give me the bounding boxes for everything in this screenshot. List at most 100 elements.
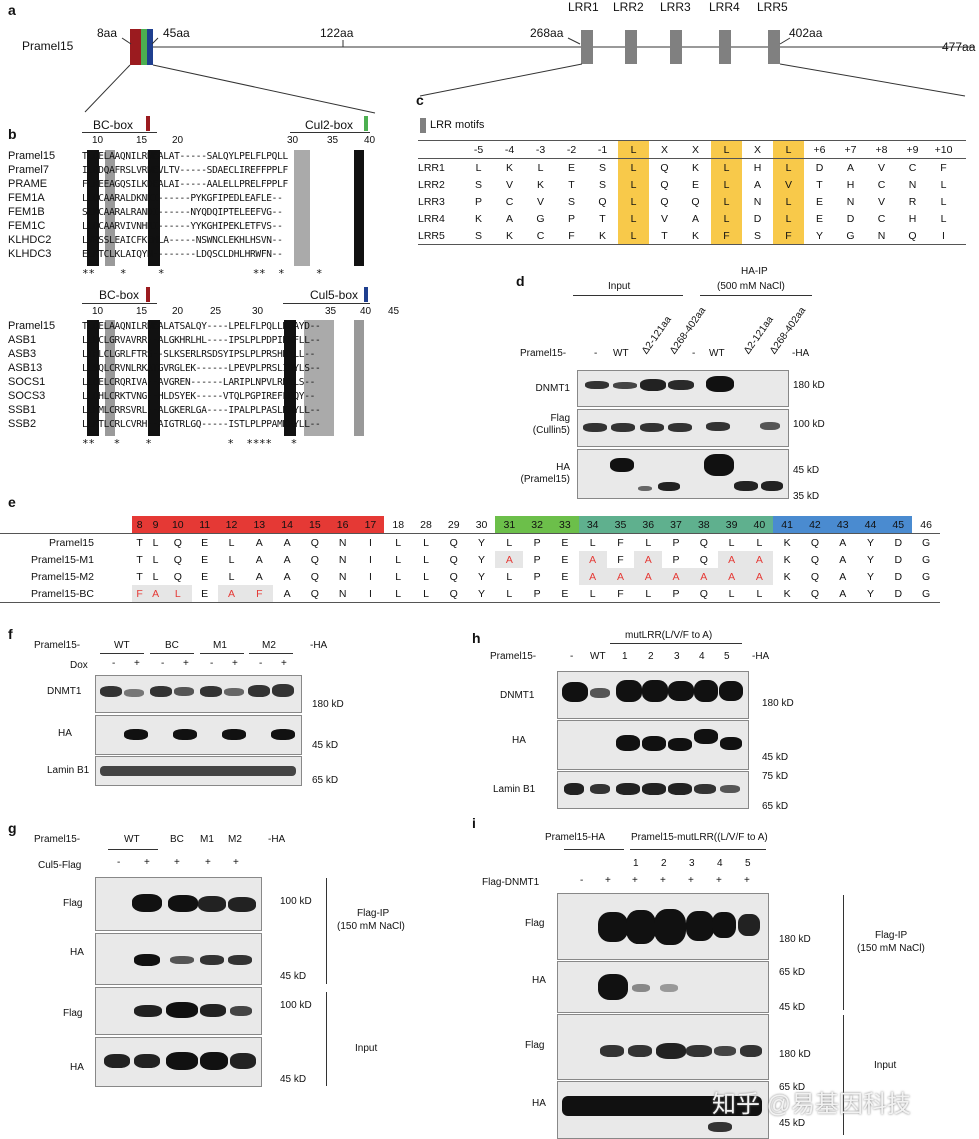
h-row-label: DNMT1 bbox=[500, 690, 535, 701]
conserved-col bbox=[354, 150, 364, 266]
mw-i: 45 kD bbox=[779, 1002, 806, 1013]
ticks-bottom: 10 15 20 25 30 35 40 45 bbox=[92, 306, 400, 317]
panel-b-label: b bbox=[8, 126, 17, 142]
blot-h-lamin bbox=[557, 771, 749, 809]
lrr4-label: LRR4 bbox=[709, 0, 740, 14]
i-ip-bracket bbox=[843, 895, 844, 1010]
i-input-label: Input bbox=[874, 1060, 897, 1071]
lrr2-label: LRR2 bbox=[613, 0, 644, 14]
input-header: Input bbox=[608, 281, 631, 292]
panel-h-label: h bbox=[472, 630, 481, 646]
mw-f: 65 kD bbox=[312, 775, 339, 786]
mw-d: 180 kD bbox=[793, 380, 825, 391]
lane-label: Δ268-402aa bbox=[668, 305, 709, 357]
i-num: 2 bbox=[661, 858, 667, 869]
f-dox-label: Dox bbox=[70, 660, 88, 671]
i-row-label: HA bbox=[532, 1098, 546, 1109]
i-num: 1 bbox=[633, 858, 639, 869]
f-sign: - bbox=[112, 658, 116, 669]
g-ip-salt: (150 mM NaCl) bbox=[337, 921, 405, 932]
lane-label: - bbox=[594, 348, 598, 359]
f-sign: + bbox=[232, 658, 238, 669]
lrr4-row: LRR4 K A G P T L V A L D L E D C H L bbox=[418, 210, 959, 227]
lrr4-block bbox=[719, 30, 731, 64]
i-num: 3 bbox=[689, 858, 695, 869]
i-row-label: Flag bbox=[525, 1040, 545, 1051]
lrr1-label: LRR1 bbox=[568, 0, 599, 14]
mw-d: 35 kD bbox=[793, 491, 820, 502]
cul2-box-label: Cul2-box bbox=[305, 118, 354, 132]
h-mut-label: mutLRR(L/V/F to A) bbox=[625, 630, 713, 641]
f-sign: + bbox=[183, 658, 189, 669]
h-lane: - bbox=[570, 651, 574, 662]
input-bracket bbox=[573, 295, 683, 296]
lrr3-row: LRR3 P C V S Q L Q Q L N L E N V R L bbox=[418, 193, 959, 210]
g-group: WT bbox=[124, 834, 140, 845]
f-sign: + bbox=[134, 658, 140, 669]
i-sign: + bbox=[744, 875, 750, 886]
f-bracket bbox=[100, 653, 144, 654]
bc-box-label-bottom: BC-box bbox=[99, 288, 140, 302]
mw-d: 100 kD bbox=[793, 419, 825, 430]
g-pramel-label: Pramel15- bbox=[34, 834, 81, 845]
g-cul5-label: Cul5-Flag bbox=[38, 860, 82, 871]
row-label-dnmt1: DNMT1 bbox=[535, 383, 570, 394]
mw-i: 45 kD bbox=[779, 1118, 806, 1129]
mw-h: 65 kD bbox=[762, 801, 789, 812]
g-sign: + bbox=[205, 857, 211, 868]
haip-bracket bbox=[700, 295, 812, 296]
pos-402aa: 402aa bbox=[789, 26, 823, 40]
i-num: 5 bbox=[745, 858, 751, 869]
h-lane: 1 bbox=[622, 651, 628, 662]
lrr3-label: LRR3 bbox=[660, 0, 691, 14]
f-group: BC bbox=[165, 640, 179, 651]
cul5-box-bracket bbox=[283, 303, 370, 304]
conserved-col bbox=[105, 320, 115, 436]
h-lane: 4 bbox=[699, 651, 705, 662]
mw-i: 65 kD bbox=[779, 1082, 806, 1093]
i-bracket bbox=[630, 849, 766, 850]
bc-color-mark-bottom bbox=[146, 287, 150, 302]
mw-g: 100 kD bbox=[280, 1000, 312, 1011]
mw-i: 180 kD bbox=[779, 934, 811, 945]
panel-a-label: a bbox=[8, 2, 16, 18]
g-input-label: Input bbox=[355, 1043, 378, 1054]
g-row-label: HA bbox=[70, 947, 84, 958]
f-bracket bbox=[150, 653, 194, 654]
f-group: M2 bbox=[262, 640, 276, 651]
haip-header: HA-IP bbox=[741, 266, 768, 277]
g-row-label: Flag bbox=[63, 1008, 83, 1019]
pos-8aa: 8aa bbox=[97, 26, 118, 40]
blot-d-flag bbox=[577, 409, 789, 447]
blot-d-ha bbox=[577, 449, 789, 499]
i-flagdnmt-label: Flag-DNMT1 bbox=[482, 877, 540, 888]
domain-diagram bbox=[84, 29, 975, 114]
lrr5-row: LRR5 S K C F K L T K F S F Y G N Q I bbox=[418, 227, 959, 244]
i-row-label: HA bbox=[532, 975, 546, 986]
f-pramel-label: Pramel15- bbox=[34, 640, 81, 651]
g-input-bracket bbox=[326, 992, 327, 1086]
i-bracket bbox=[564, 849, 624, 850]
i-sign: + bbox=[688, 875, 694, 886]
row-label-flag: Flag bbox=[550, 413, 570, 424]
cul5-box-label: Cul5-box bbox=[310, 288, 359, 302]
i-sign: + bbox=[716, 875, 722, 886]
h-row-label: HA bbox=[512, 735, 526, 746]
h-ha-tag: -HA bbox=[752, 651, 770, 662]
mw-f: 45 kD bbox=[312, 740, 339, 751]
lrr2-block bbox=[625, 30, 637, 64]
f-ha-tag: -HA bbox=[310, 640, 328, 651]
blot-f-ha bbox=[95, 715, 302, 755]
panel-g-label: g bbox=[8, 820, 17, 836]
i-input-bracket bbox=[843, 1015, 844, 1135]
h-row-label: Lamin B1 bbox=[493, 784, 536, 795]
mw-h: 75 kD bbox=[762, 771, 789, 782]
conserved-col bbox=[87, 150, 99, 266]
mw-h: 45 kD bbox=[762, 752, 789, 763]
conserved-col bbox=[294, 150, 310, 266]
blot-i-ha-input bbox=[557, 1081, 769, 1139]
